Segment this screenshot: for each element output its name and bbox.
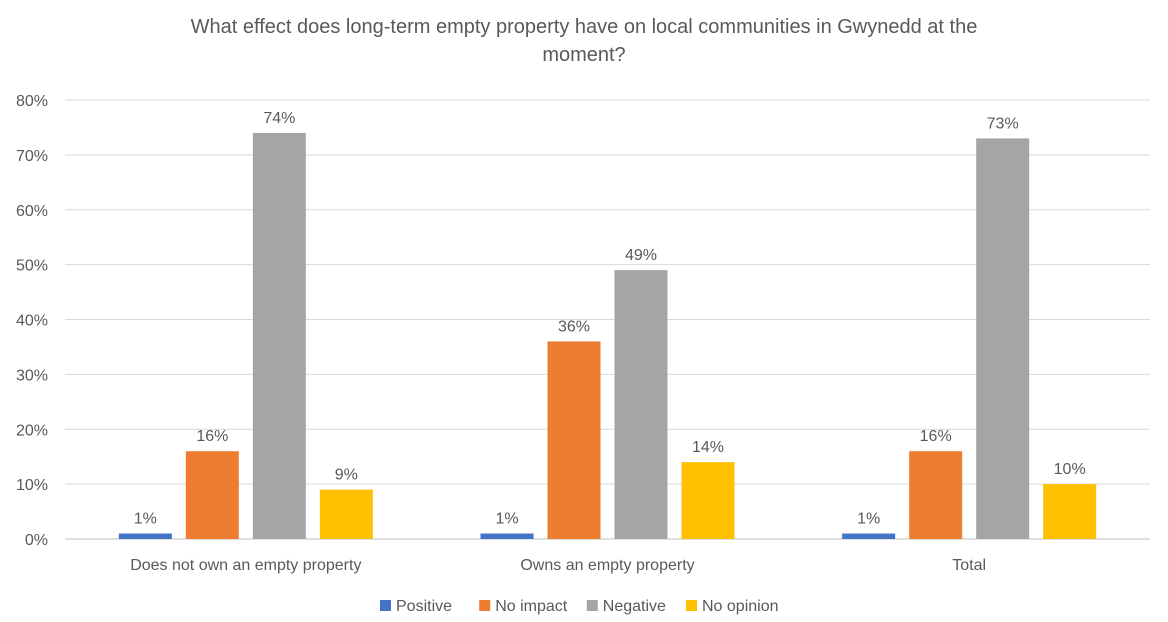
bar-no-impact	[547, 341, 601, 539]
legend-swatch-no-opinion	[686, 600, 697, 611]
bar-positive	[480, 533, 534, 539]
data-labels: 1% 16% 74% 9% 1% 36% 49% 14% 1% 16% 73% 10%	[134, 110, 1086, 528]
legend-label-no-impact: No impact	[495, 598, 568, 615]
legend-swatch-negative	[586, 600, 598, 611]
legend-label-negative: Negative	[603, 598, 666, 615]
legend-label-positive: Positive	[396, 598, 452, 615]
bar-negative	[614, 270, 668, 539]
bar-positive	[118, 533, 172, 539]
bar-no-opinion	[1043, 484, 1097, 539]
bar-no-impact	[185, 451, 239, 539]
data-label: 73%	[987, 115, 1019, 132]
data-label: 36%	[558, 318, 590, 335]
y-tick-label: 60%	[16, 203, 48, 220]
data-label: 16%	[920, 428, 952, 445]
legend-swatch-positive	[380, 600, 391, 611]
gridlines	[65, 99, 1150, 540]
y-tick-label: 70%	[16, 148, 48, 165]
bar-no-opinion	[319, 489, 373, 539]
bars	[118, 132, 1097, 540]
data-label: 14%	[692, 439, 724, 456]
data-label: 49%	[625, 247, 657, 264]
y-tick-label: 50%	[16, 258, 48, 275]
y-tick-label: 40%	[16, 313, 48, 330]
bar-positive	[842, 533, 896, 539]
data-label: 1%	[857, 511, 880, 528]
legend-swatch-no-impact	[479, 600, 491, 611]
y-tick-label: 30%	[16, 367, 48, 384]
y-tick-label: 80%	[16, 93, 48, 110]
data-label: 10%	[1054, 461, 1086, 478]
data-label: 1%	[134, 511, 157, 528]
legend-label-no-opinion: No opinion	[702, 598, 779, 615]
y-tick-label: 20%	[16, 422, 48, 439]
bar-no-opinion	[681, 462, 735, 539]
category-label: Does not own an empty property	[130, 557, 361, 574]
y-tick-label: 10%	[16, 477, 48, 494]
data-label: 16%	[196, 428, 228, 445]
data-label: 9%	[335, 467, 358, 484]
legend: Positive No impact Negative No opinion	[380, 598, 779, 615]
category-label: Total	[952, 557, 986, 574]
data-label: 74%	[263, 110, 295, 127]
y-axis-ticks: 0% 10% 20% 30% 40% 50% 60% 70% 80%	[16, 93, 48, 549]
bar-no-impact	[909, 451, 963, 539]
data-label: 1%	[495, 511, 518, 528]
chart-title-line-2: moment?	[542, 44, 625, 66]
category-label: Owns an empty property	[520, 557, 694, 574]
bar-negative	[976, 138, 1030, 539]
y-tick-label: 0%	[25, 532, 48, 549]
chart-title-line-1: What effect does long-term empty propert…	[191, 16, 978, 38]
category-labels: Does not own an empty property Owns an em…	[130, 557, 986, 574]
bar-negative	[252, 132, 306, 540]
